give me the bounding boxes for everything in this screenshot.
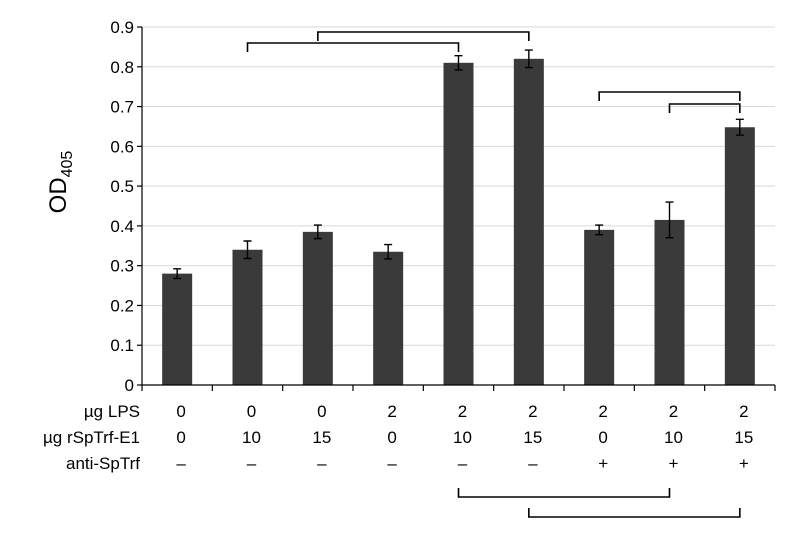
error-bar xyxy=(384,243,393,260)
condition-cell: 0 xyxy=(598,428,607,447)
y-tick-label: 0.4 xyxy=(110,217,134,236)
condition-cell: 0 xyxy=(317,402,326,421)
error-bar xyxy=(454,54,463,71)
significance-bracket xyxy=(668,103,741,113)
condition-cell: 2 xyxy=(528,402,537,421)
condition-cell: 0 xyxy=(176,428,185,447)
y-tick-label: 0.3 xyxy=(110,257,134,276)
y-axis-label-subscript: 405 xyxy=(59,151,76,178)
bar xyxy=(584,229,615,385)
condition-cell: 15 xyxy=(312,428,331,447)
bar xyxy=(373,251,404,385)
y-tick-label: 0.2 xyxy=(110,296,134,315)
error-bar xyxy=(313,224,322,240)
condition-cell: – xyxy=(317,454,327,473)
error-bar xyxy=(665,201,674,239)
condition-cell: + xyxy=(739,454,749,473)
condition-cell: – xyxy=(247,454,257,473)
condition-cell: 10 xyxy=(242,428,261,447)
condition-cell: 2 xyxy=(598,402,607,421)
bar xyxy=(654,219,685,385)
y-tick-labels: 0 0.1 0.2 0.3 0.4 0.5 0.6 0.7 0.8 0.9 xyxy=(110,18,134,395)
condition-cell: 0 xyxy=(247,402,256,421)
y-tick-label: 0.9 xyxy=(110,18,134,37)
condition-cell: 15 xyxy=(523,428,542,447)
bar xyxy=(513,58,544,385)
y-tick-label: 0.1 xyxy=(110,336,134,355)
condition-row-label: µg rSpTrf-E1 xyxy=(43,428,140,447)
comparison-brackets xyxy=(246,31,741,518)
bar xyxy=(443,62,474,386)
condition-cell: 10 xyxy=(453,428,472,447)
condition-cell: – xyxy=(176,454,186,473)
condition-cell: 15 xyxy=(734,428,753,447)
condition-cell: – xyxy=(458,454,468,473)
condition-table: µg LPS 0 0 0 2 2 2 2 2 2 µg rSpTrf-E1 0 10 15 0 10 15 0 10… xyxy=(43,402,753,473)
y-axis-label: OD405 xyxy=(45,151,76,214)
condition-cell: 2 xyxy=(739,402,748,421)
error-bar xyxy=(524,49,533,69)
condition-cell: 2 xyxy=(387,402,396,421)
error-bar xyxy=(595,224,604,236)
y-tick-label: 0 xyxy=(125,376,134,395)
bars xyxy=(162,58,755,386)
y-tick-label: 0.6 xyxy=(110,137,134,156)
y-tick-label: 0.5 xyxy=(110,177,134,196)
error-bars xyxy=(173,49,744,280)
y-tick-label: 0.7 xyxy=(110,98,134,117)
condition-cell: 2 xyxy=(458,402,467,421)
condition-cell: 0 xyxy=(176,402,185,421)
bar xyxy=(232,249,263,385)
condition-cell: 10 xyxy=(664,428,683,447)
significance-bracket xyxy=(528,508,741,518)
y-axis-label-main: OD xyxy=(45,177,72,213)
condition-cell: 2 xyxy=(669,402,678,421)
significance-bracket xyxy=(246,42,460,52)
axes xyxy=(137,26,776,391)
condition-row-label: µg LPS xyxy=(84,402,140,421)
condition-cell: – xyxy=(528,454,538,473)
condition-cell: + xyxy=(669,454,679,473)
error-bar xyxy=(173,268,182,280)
condition-cell: – xyxy=(387,454,397,473)
y-tick-label: 0.8 xyxy=(110,58,134,77)
error-bar xyxy=(243,240,252,260)
condition-row-label: anti-SpTrf xyxy=(66,454,140,473)
error-bar xyxy=(735,118,744,136)
bar xyxy=(724,127,755,386)
bar xyxy=(302,231,333,385)
condition-cell: 0 xyxy=(387,428,396,447)
significance-bracket xyxy=(317,31,530,41)
significance-bracket xyxy=(457,488,671,498)
condition-cell: + xyxy=(598,454,608,473)
bar xyxy=(162,273,193,385)
significance-bracket xyxy=(598,91,741,101)
